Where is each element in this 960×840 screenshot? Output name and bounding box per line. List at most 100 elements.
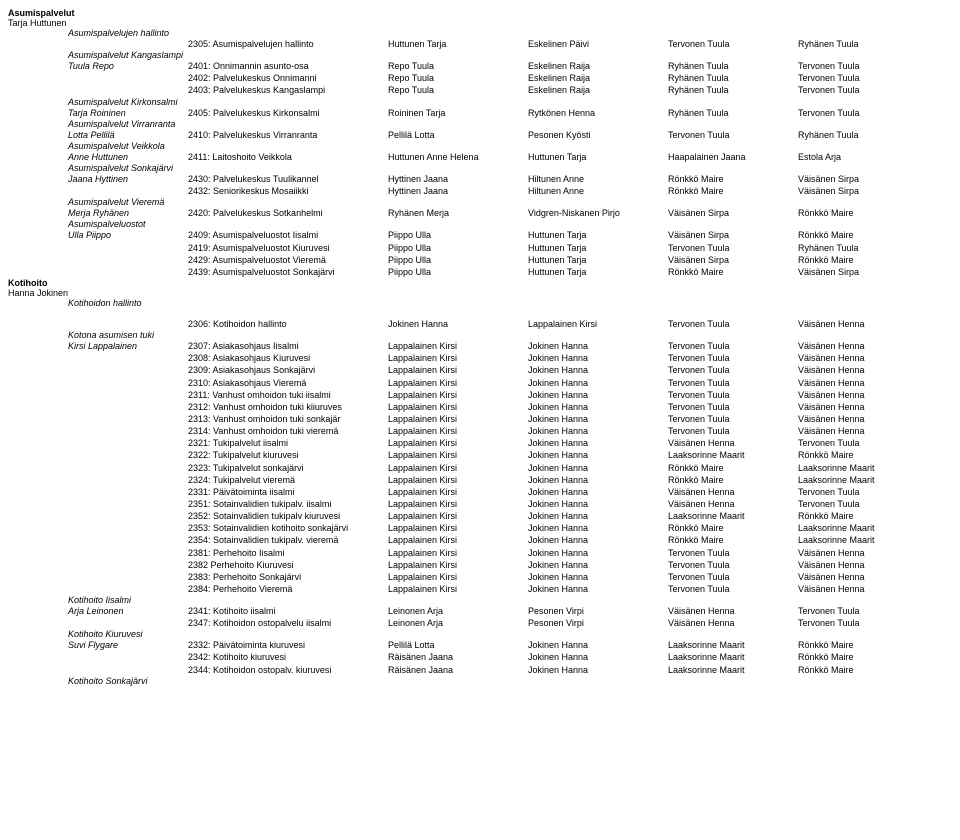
group-heading: Kotihoito Sonkajärvi [68, 676, 952, 686]
row-col2: Eskelinen Raija [528, 60, 668, 72]
row-col4: Väisänen Henna [798, 413, 928, 425]
row-col2: Hiltunen Anne [528, 185, 668, 197]
group-heading: Kotihoidon hallinto [68, 298, 952, 308]
row-col1: Repo Tuula [388, 72, 528, 84]
row-col2: Pesonen Virpi [528, 605, 668, 617]
row-code: 2429: Asumispalveluostot Vieremä [188, 254, 388, 266]
row-code: 2313: Vanhust omhoidon tuki sonkajär [188, 413, 388, 425]
data-row: 2382 Perhehoito KiuruvesiLappalainen Kir… [68, 559, 952, 571]
row-col3: Tervonen Tuula [668, 242, 798, 254]
row-col2: Jokinen Hanna [528, 364, 668, 376]
section-owner: Hanna Jokinen [8, 288, 952, 298]
row-col1: Huttunen Anne Helena [388, 151, 528, 163]
row-col3: Rönkkö Maire [668, 522, 798, 534]
row-col4: Väisänen Henna [798, 401, 928, 413]
group-heading: Asumispalvelut Kangaslampi [68, 50, 952, 60]
row-col4: Tervonen Tuula [798, 617, 928, 629]
row-col2: Huttunen Tarja [528, 254, 668, 266]
row-col3: Tervonen Tuula [668, 352, 798, 364]
data-row: Jaana Hyttinen2430: Palvelukeskus Tuulik… [68, 173, 952, 185]
row-col4: Estola Arja [798, 151, 928, 163]
group-heading: Asumispalvelut Virranranta [68, 119, 952, 129]
row-col1: Lappalainen Kirsi [388, 389, 528, 401]
row-code: 2410: Palvelukeskus Virranranta [188, 129, 388, 141]
row-col3: Väisänen Henna [668, 486, 798, 498]
row-code: 2307: Asiakasohjaus Iisalmi [188, 340, 388, 352]
row-col3: Tervonen Tuula [668, 364, 798, 376]
row-code: 2401: Onnimannin asunto-osa [188, 60, 388, 72]
data-row: 2347: Kotihoidon ostopalvelu iisalmiLein… [68, 617, 952, 629]
row-col1: Lappalainen Kirsi [388, 462, 528, 474]
row-code: 2341: Kotihoito iisalmi [188, 605, 388, 617]
row-col1: Lappalainen Kirsi [388, 498, 528, 510]
row-col4: Väisänen Henna [798, 583, 928, 595]
row-code: 2411: Laitoshoito Veikkola [188, 151, 388, 163]
data-row: 2384: Perhehoito VieremäLappalainen Kirs… [68, 583, 952, 595]
group-heading: Asumispalveluostot [68, 219, 952, 229]
group-heading: Asumispalvelut Kirkonsalmi [68, 97, 952, 107]
row-col2: Pesonen Virpi [528, 617, 668, 629]
row-col1: Lappalainen Kirsi [388, 547, 528, 559]
group-heading: Asumispalvelut Vieremä [68, 197, 952, 207]
row-col1: Lappalainen Kirsi [388, 401, 528, 413]
row-col2: Jokinen Hanna [528, 449, 668, 461]
row-col1: Piippo Ulla [388, 266, 528, 278]
row-col4: Laaksorinne Maarit [798, 474, 928, 486]
row-label [68, 364, 188, 376]
row-code: 2347: Kotihoidon ostopalvelu iisalmi [188, 617, 388, 629]
row-code: 2312: Vanhust omhoidon tuki kiiuruves [188, 401, 388, 413]
row-col2: Jokinen Hanna [528, 547, 668, 559]
data-row: Tuula Repo2401: Onnimannin asunto-osaRep… [68, 60, 952, 72]
row-code: 2322: Tukipalvelut kiuruvesi [188, 449, 388, 461]
data-row: 2429: Asumispalveluostot VieremäPiippo U… [68, 254, 952, 266]
row-col3: Ryhänen Tuula [668, 72, 798, 84]
data-row: 2342: Kotihoito kiuruvesiRäisänen JaanaJ… [68, 651, 952, 663]
row-label [68, 266, 188, 278]
row-col3: Tervonen Tuula [668, 547, 798, 559]
row-col1: Ryhänen Merja [388, 207, 528, 219]
row-col4: Ryhänen Tuula [798, 242, 928, 254]
row-col2: Jokinen Hanna [528, 401, 668, 413]
row-col2: Jokinen Hanna [528, 522, 668, 534]
data-row: 2321: Tukipalvelut iisalmiLappalainen Ki… [68, 437, 952, 449]
row-col3: Tervonen Tuula [668, 401, 798, 413]
data-row: 2354: Sotainvalidien tukipalv. vieremäLa… [68, 534, 952, 546]
row-col2: Jokinen Hanna [528, 639, 668, 651]
data-row: 2419: Asumispalveluostot KiuruvesiPiippo… [68, 242, 952, 254]
row-col3: Tervonen Tuula [668, 340, 798, 352]
row-code: 2354: Sotainvalidien tukipalv. vieremä [188, 534, 388, 546]
row-col3: Väisänen Henna [668, 437, 798, 449]
row-code: 2332: Päivätoiminta kiuruvesi [188, 639, 388, 651]
data-row: 2403: Palvelukeskus KangaslampiRepo Tuul… [68, 84, 952, 96]
row-code: 2383: Perhehoito Sonkajärvi [188, 571, 388, 583]
row-col4: Rönkkö Maire [798, 639, 928, 651]
group-heading: Asumispalvelut Veikkola [68, 141, 952, 151]
row-col4: Rönkkö Maire [798, 229, 928, 241]
row-col1: Räisänen Jaana [388, 664, 528, 676]
row-code: 2352: Sotainvalidien tukipalv kiuruvesi [188, 510, 388, 522]
row-code: 2314: Vanhust omhoidon tuki vieremä [188, 425, 388, 437]
row-col2: Vidgren-Niskanen Pirjo [528, 207, 668, 219]
row-col1: Lappalainen Kirsi [388, 486, 528, 498]
row-code: 2384: Perhehoito Vieremä [188, 583, 388, 595]
row-col3: Rönkkö Maire [668, 462, 798, 474]
data-row: 2351: Sotainvalidien tukipalv. iisalmiLa… [68, 498, 952, 510]
row-col1: Pellilä Lotta [388, 639, 528, 651]
row-col3: Tervonen Tuula [668, 38, 798, 50]
row-col4: Tervonen Tuula [798, 486, 928, 498]
data-row: 2352: Sotainvalidien tukipalv kiuruvesiL… [68, 510, 952, 522]
row-col3: Väisänen Sirpa [668, 229, 798, 241]
row-label [68, 547, 188, 559]
row-label [68, 498, 188, 510]
row-col2: Jokinen Hanna [528, 651, 668, 663]
row-code: 2331: Päivätoiminta iisalmi [188, 486, 388, 498]
row-code: 2342: Kotihoito kiuruvesi [188, 651, 388, 663]
row-col4: Rönkkö Maire [798, 207, 928, 219]
row-col2: Huttunen Tarja [528, 242, 668, 254]
row-col1: Lappalainen Kirsi [388, 571, 528, 583]
section: KotihoitoHanna JokinenKotihoidon hallint… [8, 278, 952, 686]
row-label [68, 377, 188, 389]
row-label [68, 38, 188, 50]
row-col4: Rönkkö Maire [798, 664, 928, 676]
row-col3: Haapalainen Jaana [668, 151, 798, 163]
